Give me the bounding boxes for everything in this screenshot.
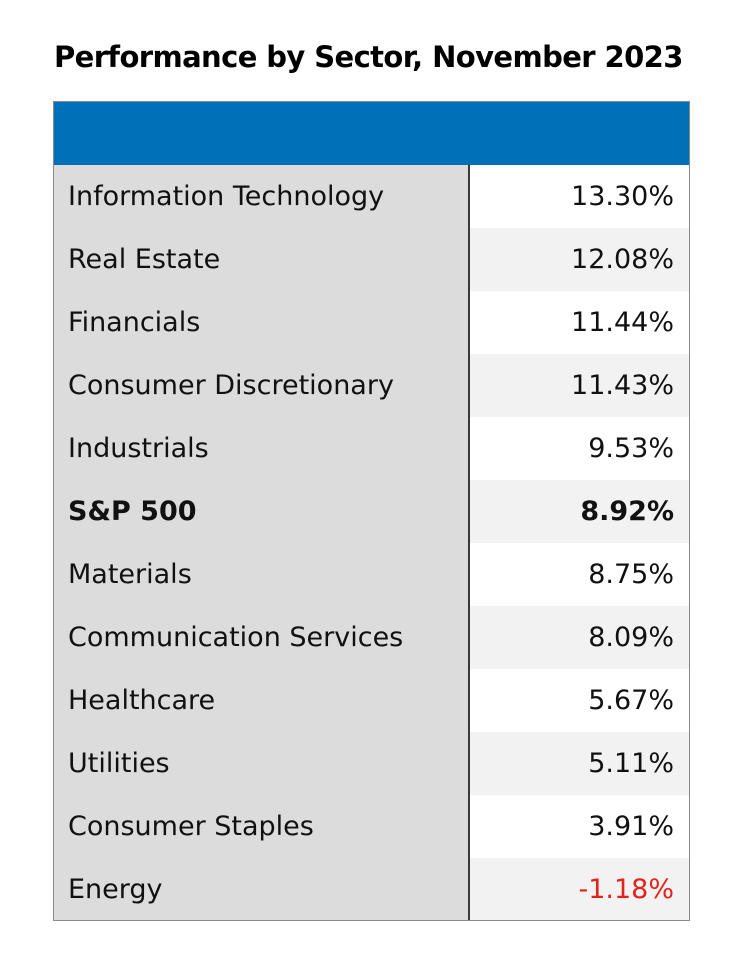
chart-title: Performance by Sector, November 2023 — [54, 40, 683, 74]
label-column-background — [54, 165, 470, 920]
table-row: Consumer Discretionary 11.43% — [54, 354, 689, 417]
table-row: Healthcare 5.67% — [54, 669, 689, 732]
value-cell: 5.11% — [470, 732, 689, 795]
performance-value: 11.44% — [571, 307, 674, 338]
sector-label: S&P 500 — [68, 496, 197, 527]
performance-value: 12.08% — [571, 244, 674, 275]
value-cell: 8.92% — [470, 480, 689, 543]
sector-label: Healthcare — [68, 685, 216, 716]
value-cell: 5.67% — [470, 669, 689, 732]
table-row: Industrials 9.53% — [54, 417, 689, 480]
value-cell: 12.08% — [470, 228, 689, 291]
value-cell: 11.44% — [470, 291, 689, 354]
performance-value: 5.67% — [588, 685, 674, 716]
performance-value: -1.18% — [578, 874, 674, 905]
performance-value: 8.92% — [580, 496, 674, 527]
sector-label: Materials — [68, 559, 192, 590]
sector-label: Consumer Staples — [68, 811, 314, 842]
sector-label: Financials — [68, 307, 201, 338]
sector-performance-table: Information Technology 13.30% Real Estate 1… — [53, 101, 690, 921]
table-header-band — [54, 102, 689, 165]
value-cell: 9.53% — [470, 417, 689, 480]
table-row: S&P 500 8.92% — [54, 480, 689, 543]
value-cell: 13.30% — [470, 165, 689, 228]
table-body: Information Technology 13.30% Real Estate 1… — [54, 165, 689, 920]
table-row: Financials 11.44% — [54, 291, 689, 354]
table-row: Materials 8.75% — [54, 543, 689, 606]
sector-label: Utilities — [68, 748, 170, 779]
performance-value: 11.43% — [571, 370, 674, 401]
table-row: Information Technology 13.30% — [54, 165, 689, 228]
performance-value: 3.91% — [588, 811, 674, 842]
sector-label: Energy — [68, 874, 163, 905]
value-cell: 8.75% — [470, 543, 689, 606]
performance-value: 5.11% — [588, 748, 674, 779]
table-row: Energy -1.18% — [54, 858, 689, 920]
performance-value: 8.09% — [588, 622, 674, 653]
value-cell: 8.09% — [470, 606, 689, 669]
table-row: Utilities 5.11% — [54, 732, 689, 795]
sector-label: Information Technology — [68, 181, 385, 212]
sector-label: Real Estate — [68, 244, 221, 275]
value-cell: 3.91% — [470, 795, 689, 858]
value-cell: -1.18% — [470, 858, 689, 920]
table-row: Communication Services 8.09% — [54, 606, 689, 669]
value-cell: 11.43% — [470, 354, 689, 417]
table-row: Consumer Staples 3.91% — [54, 795, 689, 858]
performance-value: 8.75% — [588, 559, 674, 590]
table-row: Real Estate 12.08% — [54, 228, 689, 291]
performance-value: 13.30% — [571, 181, 674, 212]
sector-label: Communication Services — [68, 622, 404, 653]
sector-label: Consumer Discretionary — [68, 370, 394, 401]
performance-value: 9.53% — [588, 433, 674, 464]
sector-label: Industrials — [68, 433, 209, 464]
